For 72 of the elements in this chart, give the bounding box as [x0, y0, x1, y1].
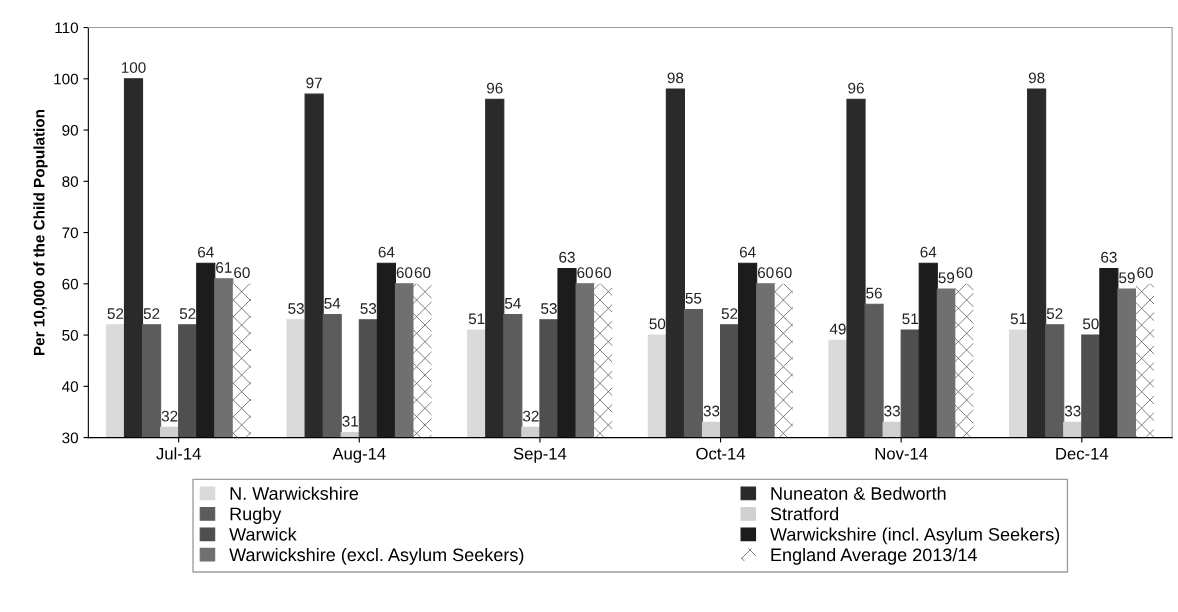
data-label: 53 [541, 303, 557, 314]
data-label: 64 [920, 246, 937, 258]
legend-label: England Average 2013/14 [771, 547, 977, 565]
data-label: 60 [234, 267, 250, 279]
y-tick-label: 100 [54, 73, 79, 85]
data-label: 59 [1119, 272, 1135, 284]
data-label: 98 [667, 72, 684, 84]
data-label: 60 [776, 267, 792, 279]
data-label: 53 [288, 303, 304, 314]
data-label: 60 [577, 267, 593, 279]
data-label: 64 [198, 246, 214, 258]
data-label: 100 [121, 62, 146, 73]
data-label: 52 [1046, 308, 1063, 320]
data-label: 60 [595, 267, 612, 279]
data-label: 60 [414, 267, 431, 279]
x-tick-label: Nov-14 [875, 447, 928, 460]
y-axis-title: Per 10,000 of the Child Population [33, 109, 48, 356]
x-tick-label: Dec-14 [1056, 447, 1109, 460]
data-label: 51 [468, 313, 485, 325]
legend-label: N. Warwickshire [230, 486, 359, 500]
data-label: 60 [1137, 267, 1153, 279]
data-label: 52 [143, 308, 160, 320]
legend-label: Stratford [770, 507, 839, 521]
y-tick-label: 80 [62, 176, 79, 187]
x-tick-label: Jul-14 [156, 447, 201, 460]
data-label: 52 [179, 308, 196, 320]
y-tick-label: 30 [62, 432, 79, 444]
data-label: 63 [1101, 251, 1117, 263]
legend-label: Warwickshire (incl. Asylum Seekers) [770, 527, 1060, 545]
data-label: 97 [306, 77, 322, 89]
data-label: 49 [829, 323, 846, 335]
data-label: 31 [342, 415, 359, 427]
data-label: 52 [107, 308, 124, 320]
data-label: 33 [703, 405, 720, 417]
data-label: 54 [504, 298, 521, 309]
data-label: 52 [721, 308, 738, 320]
x-tick-label: Sep-14 [513, 447, 567, 463]
data-label: 53 [360, 303, 377, 314]
data-label: 63 [559, 251, 575, 263]
data-label: 51 [902, 313, 918, 325]
data-label: 33 [1064, 405, 1081, 417]
data-label: 56 [866, 287, 882, 299]
data-label: 32 [522, 410, 539, 422]
legend-label: Warwickshire (excl. Asylum Seekers) [229, 547, 524, 565]
y-tick-label: 90 [62, 124, 79, 136]
data-label: 32 [161, 410, 178, 422]
legend-label: Warwick [229, 527, 297, 541]
data-label: 54 [324, 298, 341, 309]
y-tick-label: 110 [55, 22, 79, 34]
legend-label: Nuneaton & Bedworth [771, 486, 946, 500]
data-label: 60 [396, 267, 413, 279]
data-label: 33 [884, 405, 900, 417]
y-tick-label: 70 [62, 227, 79, 239]
data-label: 59 [938, 272, 955, 284]
data-label: 55 [685, 292, 702, 304]
data-label: 96 [486, 82, 503, 94]
legend-label: Rugby [230, 507, 282, 524]
x-tick-label: Oct-14 [696, 447, 746, 460]
data-label: 61 [216, 262, 232, 273]
data-label: 60 [757, 267, 774, 279]
y-tick-label: 50 [62, 329, 79, 341]
y-tick-label: 40 [61, 381, 79, 393]
data-label: 64 [739, 246, 756, 258]
data-label: 98 [1028, 72, 1045, 84]
data-label: 64 [378, 246, 395, 258]
data-label: 50 [1082, 318, 1099, 330]
x-tick-label: Aug-14 [332, 447, 386, 463]
y-tick-label: 60 [62, 278, 79, 290]
data-label: 51 [1010, 313, 1027, 325]
data-label: 50 [649, 318, 666, 330]
data-label: 96 [848, 82, 864, 94]
data-label: 60 [956, 267, 973, 279]
